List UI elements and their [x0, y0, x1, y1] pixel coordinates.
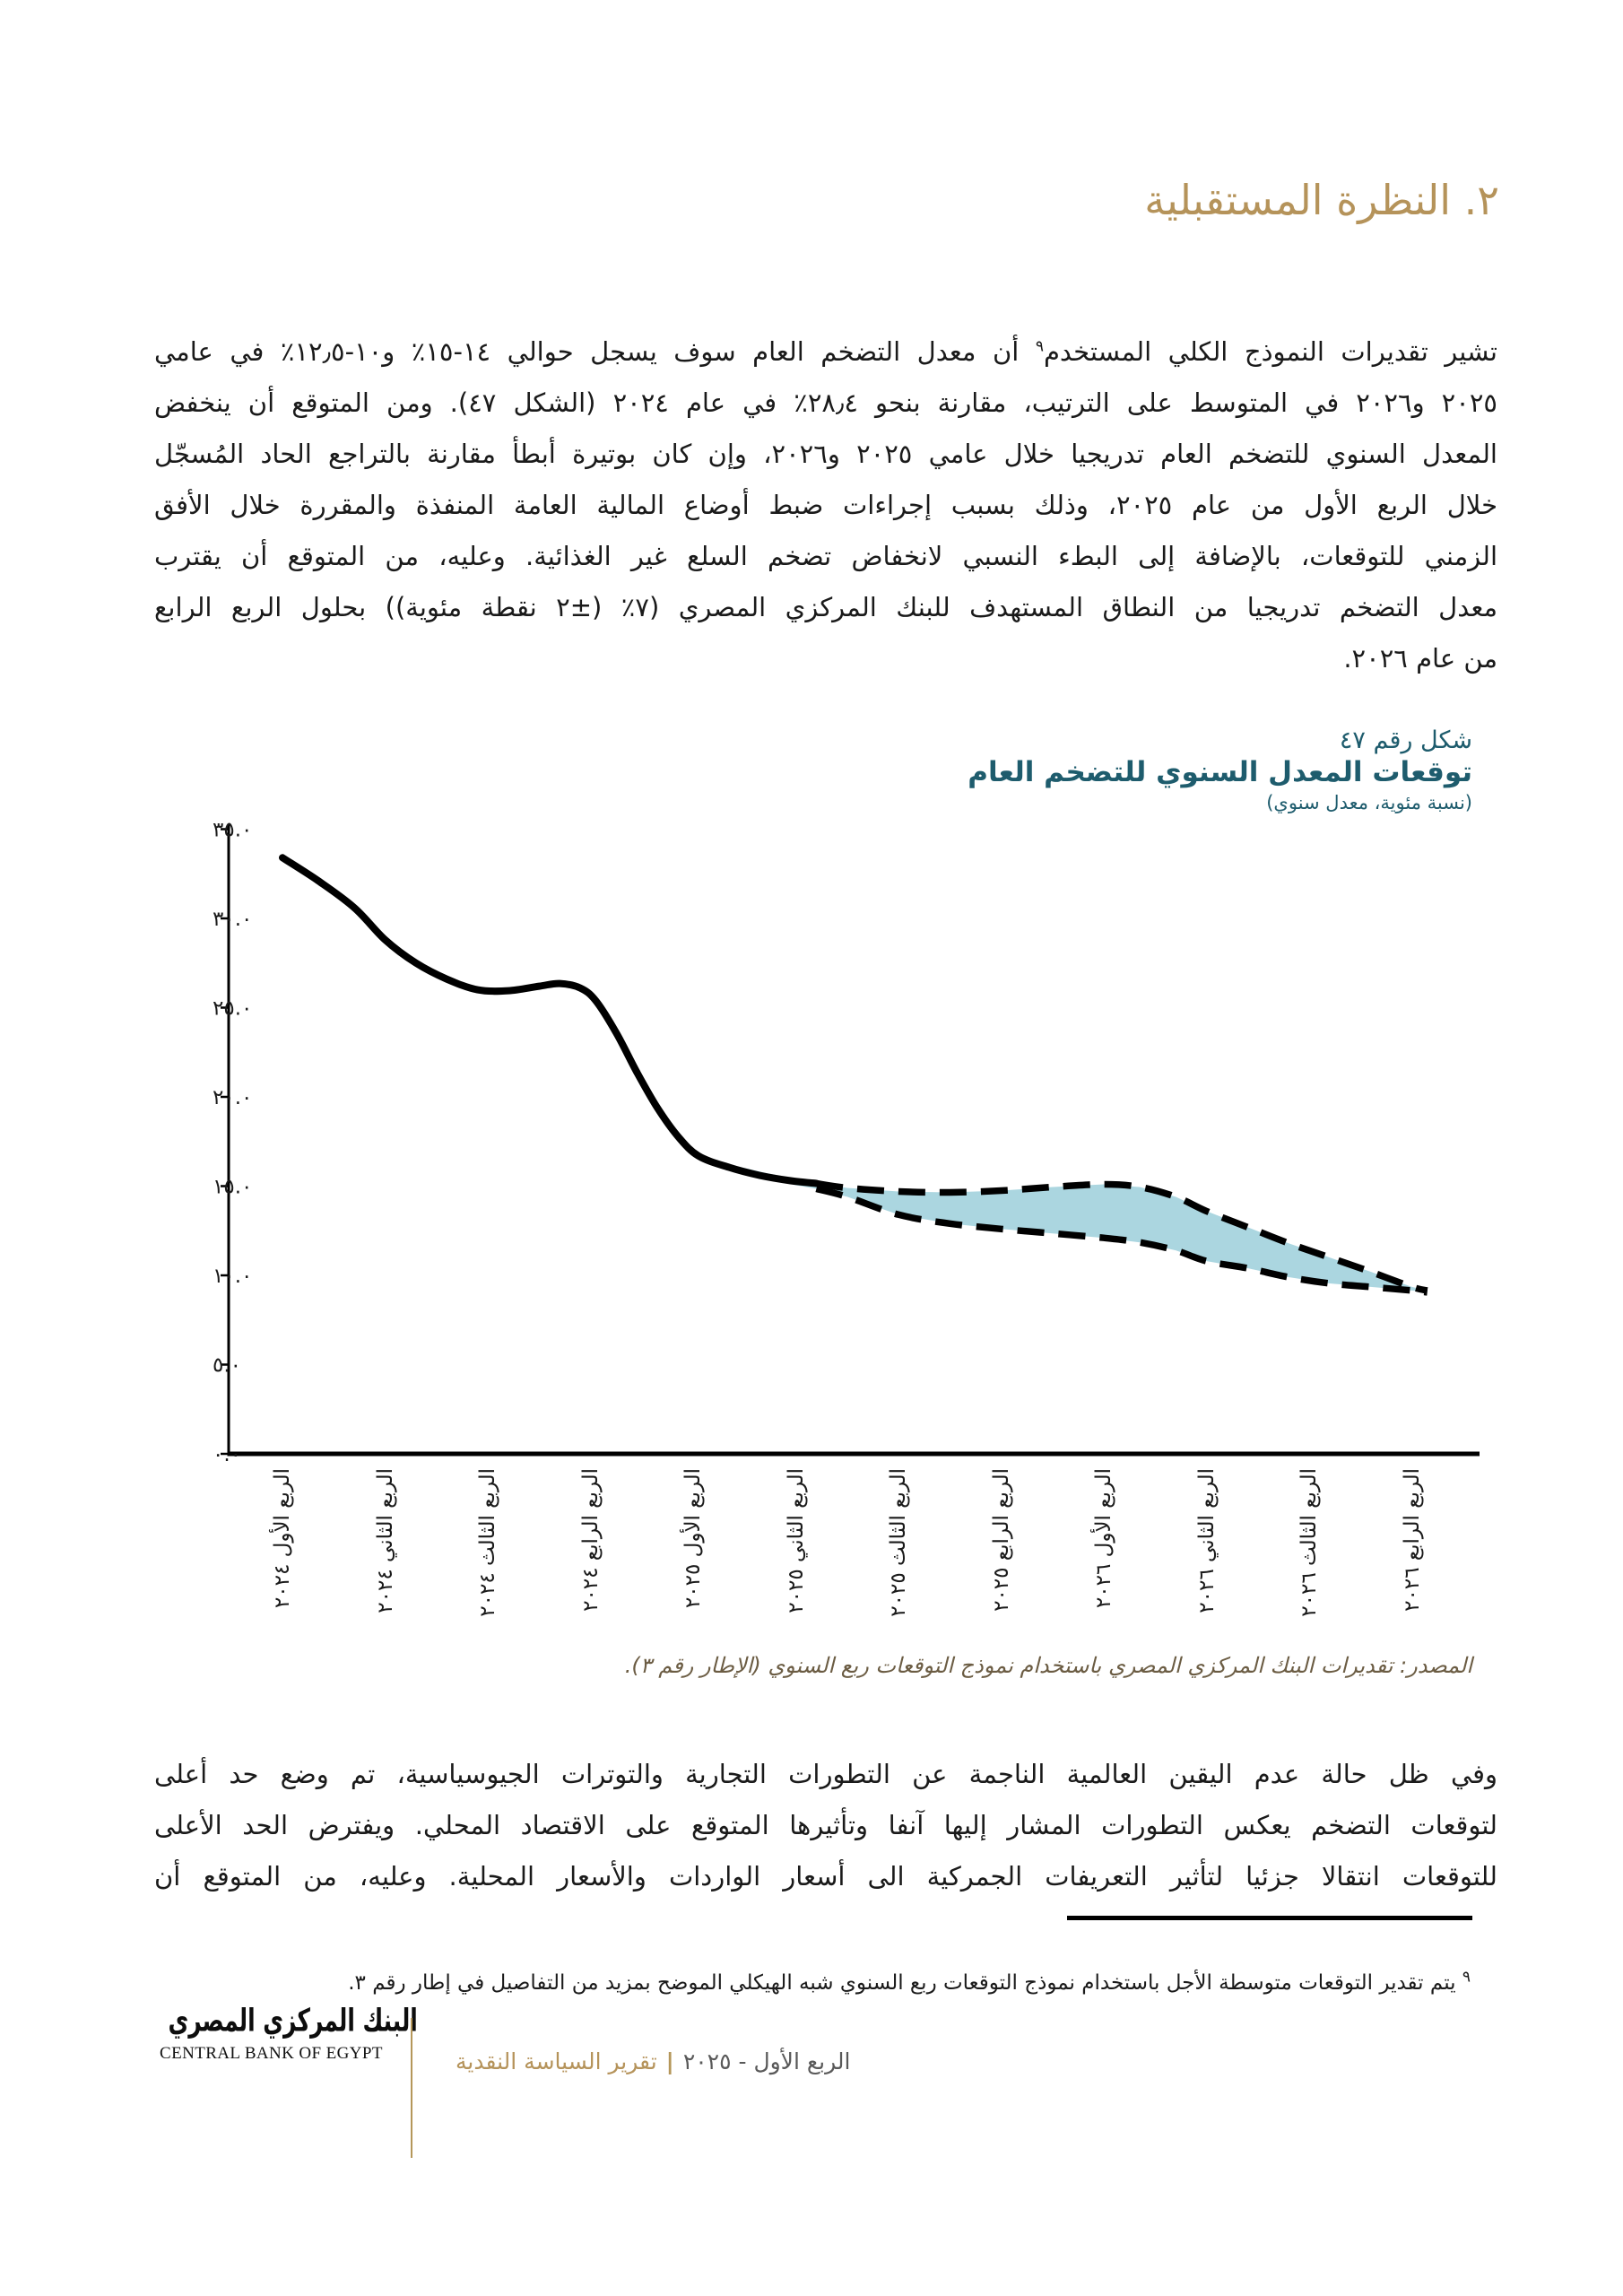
cbe-logo-english: CENTRAL BANK OF EGYPT [160, 2044, 383, 2063]
line-text: أن معدل التضخم العام سوف يسجل حوالي ١٤-١… [154, 336, 1036, 367]
y-tick-label: ٠.٠ [213, 1443, 241, 1466]
y-tick-label: ١٠.٠ [213, 1265, 252, 1288]
x-axis-label: الربع الثاني ٢٠٢٤ [373, 1468, 397, 1613]
x-axis-label: الربع الثالث ٢٠٢٤ [476, 1468, 499, 1617]
x-axis-label: الربع الرابع ٢٠٢٤ [578, 1468, 603, 1612]
x-axis-label: الربع الثاني ٢٠٢٥ [784, 1468, 808, 1613]
footer-report-period: الربع الأول - ٢٠٢٥ [682, 2048, 851, 2074]
x-axis-label: الربع الثاني ٢٠٢٦ [1194, 1468, 1219, 1613]
forecast-upper-line [815, 1179, 1428, 1294]
paragraph-line: ٢٠٢٥ و٢٠٢٦ في المتوسط على الترتيب، مقارن… [154, 387, 1497, 418]
footnote-ref-9: ٩ [1035, 337, 1044, 356]
forecast-lower-line [815, 1185, 1428, 1296]
figure-subtitle: (نسبة مئوية، معدل سنوي) [1266, 792, 1472, 813]
forecast-band-fill [703, 1155, 1428, 1292]
y-tick-label: ١٥.٠ [213, 1176, 252, 1199]
footnote-number: ٩ [1462, 1968, 1471, 1987]
y-tick-label: ٢٠.٠ [213, 1086, 252, 1109]
y-tick-label: ٥.٠ [213, 1354, 241, 1378]
y-tick-label: ٣٥.٠ [213, 821, 252, 842]
line-text: تشير تقديرات النموذج الكلي المستخدم [1043, 336, 1497, 367]
y-tick-label: ٣٠.٠ [213, 908, 252, 931]
paragraph-line: تشير تقديرات النموذج الكلي المستخدم٩ أن … [154, 326, 1497, 378]
x-axis-label: الربع الأول ٢٠٢٥ [681, 1468, 705, 1609]
footnote: ٩ يتم تقدير التوقعات متوسطة الأجل باستخد… [152, 1968, 1471, 1995]
paragraph-outlook: تشير تقديرات النموذج الكلي المستخدم٩ أن … [154, 326, 1497, 684]
paragraph-line: المعدل السنوي للتضخم العام تدريجيا خلال … [154, 439, 1497, 469]
paragraph-line: وفي ظل حالة عدم اليقين العالمية الناجمة … [154, 1759, 1497, 1789]
cbe-logo: البنك المركزي المصري CENTRAL BANK OF EGY… [160, 2003, 418, 2064]
x-axis-label: الربع الرابع ٢٠٢٥ [989, 1468, 1013, 1612]
x-axis-label: الربع الثالث ٢٠٢٦ [1298, 1468, 1321, 1617]
x-axis-labels: الربع الأول ٢٠٢٤ الربع الثاني ٢٠٢٤ الربع ا… [143, 1463, 1481, 1646]
x-axis-label: الربع الأول ٢٠٢٦ [1092, 1468, 1115, 1609]
x-axis-label: الربع الأول ٢٠٢٤ [271, 1468, 294, 1609]
historical-line [279, 854, 820, 1187]
footer-text: الربع الأول - ٢٠٢٥ | تقرير السياسة النقدية [456, 2048, 850, 2074]
footer-report-name: تقرير السياسة النقدية [456, 2048, 657, 2074]
chart-canvas: ٠.٠ ٥.٠ ١٠.٠ ١٥.٠ ٢٠.٠ ٢٥.٠ ٣٠.٠ ٣٥.٠ [213, 821, 1480, 1466]
page-title: ٢. النظرة المستقبلية [1144, 176, 1499, 224]
inflation-forecast-chart: ٠.٠ ٥.٠ ١٠.٠ ١٥.٠ ٢٠.٠ ٢٥.٠ ٣٠.٠ ٣٥.٠ الربع الأ… [143, 821, 1481, 1646]
figure-number: شكل رقم ٤٧ [1339, 726, 1472, 754]
footnote-divider [1067, 1916, 1472, 1920]
paragraph-line: معدل التضخم تدريجيا من النطاق المستهدف ل… [154, 592, 1497, 622]
paragraph-line: للتوقعات انتقالا جزئيا لتأثير التعريفات … [154, 1861, 1497, 1892]
footer-divider-line [411, 2018, 412, 2158]
paragraph-line: خلال الربع الأول من عام ٢٠٢٥، وذلك بسبب … [154, 490, 1498, 520]
x-axis-label: الربع الرابع ٢٠٢٦ [1400, 1468, 1424, 1612]
y-tick-label: ٢٥.٠ [213, 997, 252, 1021]
figure-title: توقعات المعدل السنوي للتضخم العام [968, 756, 1472, 788]
figure-header: شكل رقم ٤٧ توقعات المعدل السنوي للتضخم ا… [968, 726, 1472, 813]
footer-separator: | [665, 2048, 674, 2074]
x-axis-label: الربع الثالث ٢٠٢٥ [887, 1468, 910, 1617]
footnote-text: يتم تقدير التوقعات متوسطة الأجل باستخدام… [348, 1971, 1462, 1995]
paragraph-uncertainty: وفي ظل حالة عدم اليقين العالمية الناجمة … [154, 1749, 1497, 1902]
paragraph-line: من عام ٢٠٢٦. [1343, 643, 1497, 674]
chart-source: المصدر: تقديرات البنك المركزي المصري باس… [624, 1653, 1472, 1678]
cbe-logo-arabic: البنك المركزي المصري [168, 2003, 418, 2039]
paragraph-line: الزمني للتوقعات، بالإضافة إلى البطء النس… [154, 541, 1497, 571]
paragraph-line: لتوقعات التضخم يعكس التطورات المشار إليه… [154, 1810, 1497, 1840]
